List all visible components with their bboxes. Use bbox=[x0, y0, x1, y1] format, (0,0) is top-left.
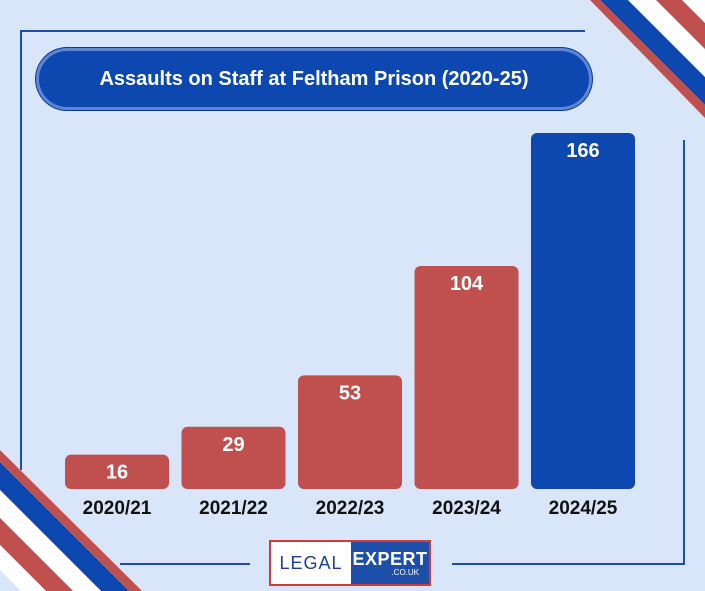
bar-2021-22 bbox=[181, 426, 286, 489]
category-label-2023-24: 2023/24 bbox=[432, 498, 501, 519]
frame-bottom-right-line bbox=[452, 563, 684, 565]
bottom-left-stripes bbox=[0, 450, 142, 591]
value-label-2023-24: 104 bbox=[450, 273, 484, 295]
frame-left-line bbox=[20, 30, 22, 470]
logo-right-text: EXPERT bbox=[352, 548, 428, 569]
logo-left-text: LEGAL bbox=[279, 552, 343, 573]
frame-bottom-left-line bbox=[120, 563, 250, 565]
logo-domain-text: .CO.UK bbox=[391, 567, 419, 577]
category-label-2020-21: 2020/21 bbox=[83, 498, 152, 519]
category-label-2022-23: 2022/23 bbox=[316, 498, 385, 519]
labels-group: 16 2020/21 29 2021/22 53 2022/23 104 2023/24 166… bbox=[83, 140, 618, 519]
bar-2023-24 bbox=[414, 265, 519, 489]
bar-2020-21 bbox=[65, 454, 169, 489]
category-label-2021-22: 2021/22 bbox=[199, 498, 268, 519]
value-label-2022-23: 53 bbox=[339, 382, 361, 404]
value-label-2020-21: 16 bbox=[106, 462, 128, 484]
top-right-stripes bbox=[590, 0, 705, 118]
logo-right-block: EXPERT .CO.UK bbox=[351, 542, 429, 584]
bars-group bbox=[65, 133, 635, 489]
value-label-2024-25: 166 bbox=[566, 140, 599, 162]
legal-expert-logo: LEGAL EXPERT .CO.UK bbox=[269, 540, 431, 586]
bar-2024-25 bbox=[531, 133, 635, 489]
chart-title: Assaults on Staff at Feltham Prison (202… bbox=[36, 48, 592, 110]
frame-top-line bbox=[20, 30, 585, 32]
value-label-2021-22: 29 bbox=[222, 434, 244, 456]
category-label-2024-25: 2024/25 bbox=[549, 498, 618, 519]
frame-right-line bbox=[683, 140, 685, 565]
bar-2022-23 bbox=[298, 375, 402, 489]
